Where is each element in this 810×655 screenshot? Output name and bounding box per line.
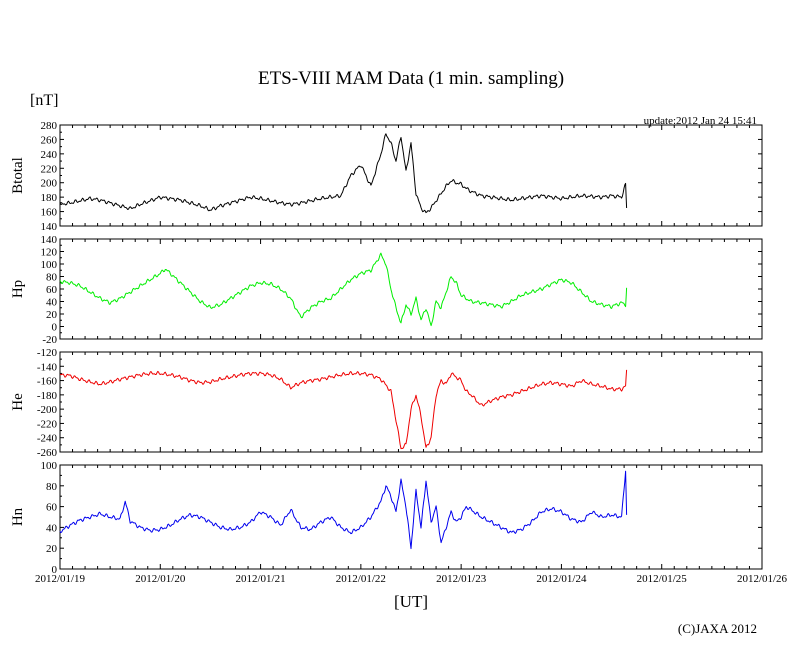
y-tick-label-hn: 0 <box>52 564 58 576</box>
y-tick-label-btotal: 160 <box>41 207 58 219</box>
unit-label: [nT] <box>30 92 58 109</box>
y-tick-label-hn: 20 <box>46 543 58 555</box>
y-tick-label-hp: 60 <box>46 284 58 296</box>
panel-btotal: 140 160 180 200 220 240 260 280 Btotal <box>10 120 763 233</box>
chart-title: ETS-VIII MAM Data (1 min. sampling) <box>258 68 564 89</box>
y-tick-label-hp: 100 <box>41 259 58 271</box>
y-tick-label-btotal: 220 <box>41 163 58 175</box>
y-tick-label-he: -260 <box>37 447 58 459</box>
x-tick-label: 2012/01/21 <box>236 573 286 585</box>
series-line-he <box>59 369 628 450</box>
x-tick-label: 2012/01/26 <box>737 573 788 585</box>
panel-label-hn: Hn <box>10 507 26 526</box>
x-tick-label: 2012/01/20 <box>135 573 186 585</box>
x-tick-label: 2012/01/22 <box>336 573 386 585</box>
y-tick-label-hn: 80 <box>46 481 58 493</box>
y-tick-label-he: -160 <box>37 376 58 388</box>
y-tick-label-hn: 100 <box>41 460 58 472</box>
y-tick-label-hn: 60 <box>46 502 58 514</box>
series-line-hp <box>59 252 628 327</box>
y-tick-label-he: -180 <box>37 390 58 402</box>
series-line-hn <box>59 470 628 550</box>
panel-hn: 0 20 40 60 80 100 Hn <box>10 460 763 576</box>
y-tick-label-he: -220 <box>37 418 58 430</box>
y-tick-label-hp: -20 <box>42 334 57 346</box>
y-tick-label-hp: 120 <box>41 247 58 259</box>
y-tick-label-btotal: 140 <box>41 221 58 233</box>
series-line-btotal <box>59 133 628 214</box>
y-tick-label-he: -240 <box>37 433 58 445</box>
y-tick-label-btotal: 240 <box>41 149 58 161</box>
y-tick-label-btotal: 200 <box>41 178 58 190</box>
update-timestamp: update:2012 Jan 24 15:41 <box>644 115 757 127</box>
y-tick-label-he: -140 <box>37 361 58 373</box>
chart-panels: 140160180200220240260280Btotal-200204060… <box>10 120 788 585</box>
panel-label-hp: Hp <box>10 280 26 298</box>
y-tick-label-hp: 40 <box>46 297 58 309</box>
panel-he: -260 -240 -220 -200 -180 -160 -140 -120 He <box>10 347 763 459</box>
x-tick-label: 2012/01/19 <box>35 573 86 585</box>
credit-text: (C)JAXA 2012 <box>678 621 757 636</box>
y-tick-label-hp: 20 <box>46 309 58 321</box>
x-axis-label: [UT] <box>394 592 428 611</box>
x-tick-label: 2012/01/25 <box>637 573 688 585</box>
y-tick-label-btotal: 280 <box>41 120 58 132</box>
panel-label-btotal: Btotal <box>10 157 26 194</box>
x-tick-label: 2012/01/24 <box>536 573 587 585</box>
y-tick-label-hp: 0 <box>52 322 58 334</box>
y-tick-label-hp: 140 <box>41 234 58 246</box>
panel-label-he: He <box>10 393 26 411</box>
y-tick-label-hp: 80 <box>46 272 58 284</box>
y-tick-label-he: -200 <box>37 404 58 416</box>
x-tick-label: 2012/01/23 <box>436 573 487 585</box>
y-tick-label-btotal: 180 <box>41 192 58 204</box>
y-tick-label-he: -120 <box>37 347 58 359</box>
y-tick-label-hn: 40 <box>46 522 58 534</box>
x-axis-labels: 2012/01/19 2012/01/20 2012/01/21 2012/01/22… <box>35 573 788 585</box>
y-tick-label-btotal: 260 <box>41 134 58 146</box>
